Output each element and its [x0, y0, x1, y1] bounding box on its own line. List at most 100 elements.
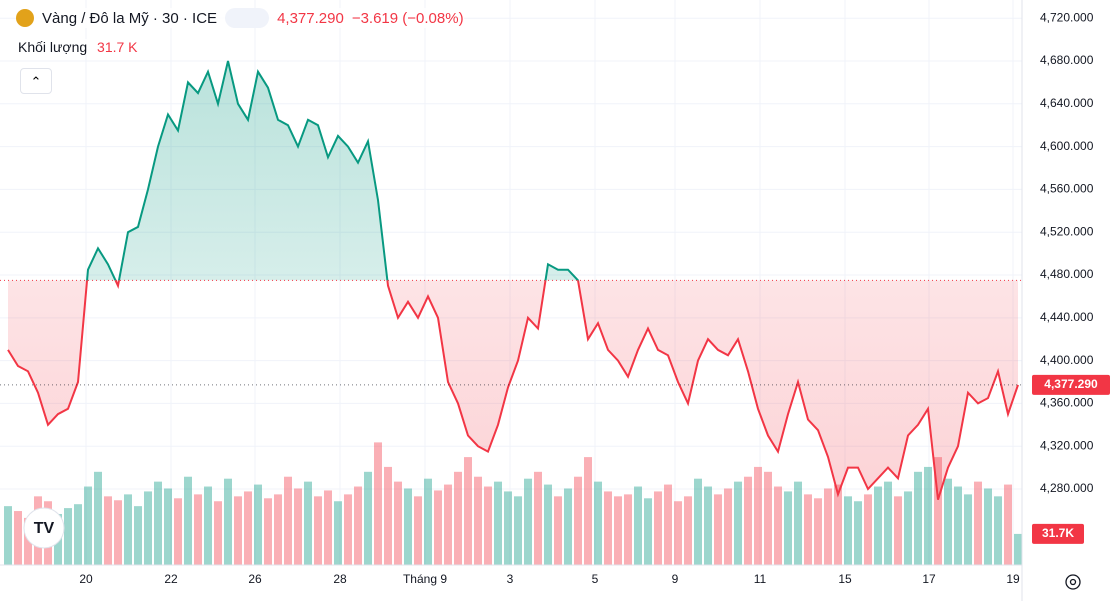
- volume-bar: [414, 496, 422, 565]
- symbol-icon: [16, 9, 34, 27]
- volume-bar: [664, 484, 672, 565]
- volume-box: [1032, 523, 1084, 544]
- volume-bar: [794, 481, 802, 565]
- x-tick-label: 19: [1006, 572, 1020, 586]
- volume-bar: [344, 494, 352, 565]
- volume-bar: [804, 494, 812, 565]
- volume-bar: [354, 486, 362, 565]
- volume-bar: [334, 501, 342, 565]
- last-price-box: [1032, 374, 1110, 395]
- volume-bar: [374, 442, 382, 565]
- volume-legend: Khối lượng 31.7 K: [18, 39, 138, 55]
- volume-bar: [714, 494, 722, 565]
- y-tick-label: 4,320.000: [1040, 438, 1094, 452]
- volume-bar: [404, 488, 412, 565]
- volume-bar: [924, 466, 932, 565]
- volume-bar: [174, 498, 182, 565]
- volume-bar: [224, 478, 232, 565]
- volume-bar: [674, 501, 682, 565]
- y-tick-label: 4,360.000: [1040, 396, 1094, 410]
- volume-bar: [494, 481, 502, 565]
- volume-bar: [94, 471, 102, 565]
- volume-bar: [844, 496, 852, 565]
- status-badge[interactable]: [225, 8, 270, 28]
- volume-bar: [1004, 484, 1012, 565]
- volume-bar: [994, 496, 1002, 565]
- y-tick-label: 4,680.000: [1040, 53, 1094, 67]
- volume-bar: [594, 481, 602, 565]
- volume-bar: [464, 457, 472, 565]
- volume-bar: [514, 496, 522, 565]
- price-line-up: [86, 60, 580, 281]
- volume-bar: [694, 478, 702, 565]
- volume-bar: [624, 494, 632, 565]
- change: −3.619 (−0.08%): [351, 9, 464, 27]
- volume-bar: [604, 491, 612, 565]
- volume-bar: [574, 476, 582, 565]
- volume-bar: [164, 488, 172, 565]
- volume-bar: [284, 476, 292, 565]
- y-tick-label: 4,560.000: [1040, 182, 1094, 196]
- price: 4,377.290: [277, 9, 344, 27]
- volume-bar: [74, 504, 82, 565]
- volume-bar: [754, 466, 762, 565]
- area-above: [87, 61, 578, 281]
- volume-title: Khối lượng: [18, 39, 88, 55]
- x-tick-label: 15: [838, 572, 852, 586]
- volume-bar: [984, 488, 992, 565]
- volume-bar: [434, 490, 442, 565]
- volume-bar: [874, 486, 882, 565]
- volume-bar: [654, 491, 662, 565]
- volume-bar: [944, 478, 952, 565]
- volume-bar: [364, 471, 372, 565]
- y-tick-label: 4,480.000: [1040, 267, 1094, 281]
- volume-bar: [734, 481, 742, 565]
- x-tick-label: 26: [248, 572, 262, 586]
- volume-bar: [104, 496, 112, 565]
- volume-bar: [954, 486, 962, 565]
- volume-bar: [974, 481, 982, 565]
- settings-button[interactable]: [1065, 574, 1081, 590]
- volume-bar: [744, 476, 752, 565]
- x-tick-label: 22: [164, 572, 178, 586]
- volume-bar: [554, 496, 562, 565]
- x-tick-label: 28: [333, 572, 347, 586]
- volume-bar: [894, 496, 902, 565]
- volume-bar: [914, 471, 922, 565]
- volume-bar: [834, 484, 842, 565]
- volume-bar: [704, 486, 712, 565]
- collapse-button[interactable]: ⌃: [20, 68, 52, 94]
- y-tick-label: 4,640.000: [1040, 96, 1094, 110]
- volume-bar: [774, 486, 782, 565]
- volume-bar: [904, 491, 912, 565]
- x-tick-label: 9: [672, 572, 679, 586]
- volume-bar: [424, 478, 432, 565]
- volume-bar: [884, 481, 892, 565]
- y-tick-label: 4,600.000: [1040, 139, 1094, 153]
- symbol-title: Vàng / Đô la Mỹ · 30 · ICE: [42, 9, 218, 27]
- volume-value: 31.7 K: [97, 39, 138, 55]
- y-tick-label: 4,440.000: [1040, 310, 1094, 324]
- y-tick-label: 4,280.000: [1040, 481, 1094, 495]
- volume-bar: [544, 484, 552, 565]
- volume-bar: [4, 506, 12, 565]
- x-tick-label: Tháng 9: [403, 572, 447, 586]
- svg-text:TV: TV: [34, 520, 55, 537]
- volume-bar: [564, 488, 572, 565]
- volume-bar: [584, 457, 592, 565]
- volume-bar: [234, 496, 242, 565]
- volume-bar: [14, 511, 22, 565]
- volume-bar: [474, 476, 482, 565]
- volume-bar: [244, 491, 252, 565]
- volume-bar: [134, 506, 142, 565]
- y-tick-label: 4,720.000: [1040, 10, 1094, 24]
- volume-bar: [934, 457, 942, 565]
- volume-bar: [504, 491, 512, 565]
- header: Vàng / Đô la Mỹ · 30 · ICE 4,377.290 −3.…: [16, 8, 464, 28]
- volume-bar: [314, 496, 322, 565]
- volume-bar: [864, 494, 872, 565]
- volume-bar: [304, 481, 312, 565]
- volume-bar: [84, 486, 92, 565]
- volume-bar: [184, 476, 192, 565]
- volume-bar: [964, 494, 972, 565]
